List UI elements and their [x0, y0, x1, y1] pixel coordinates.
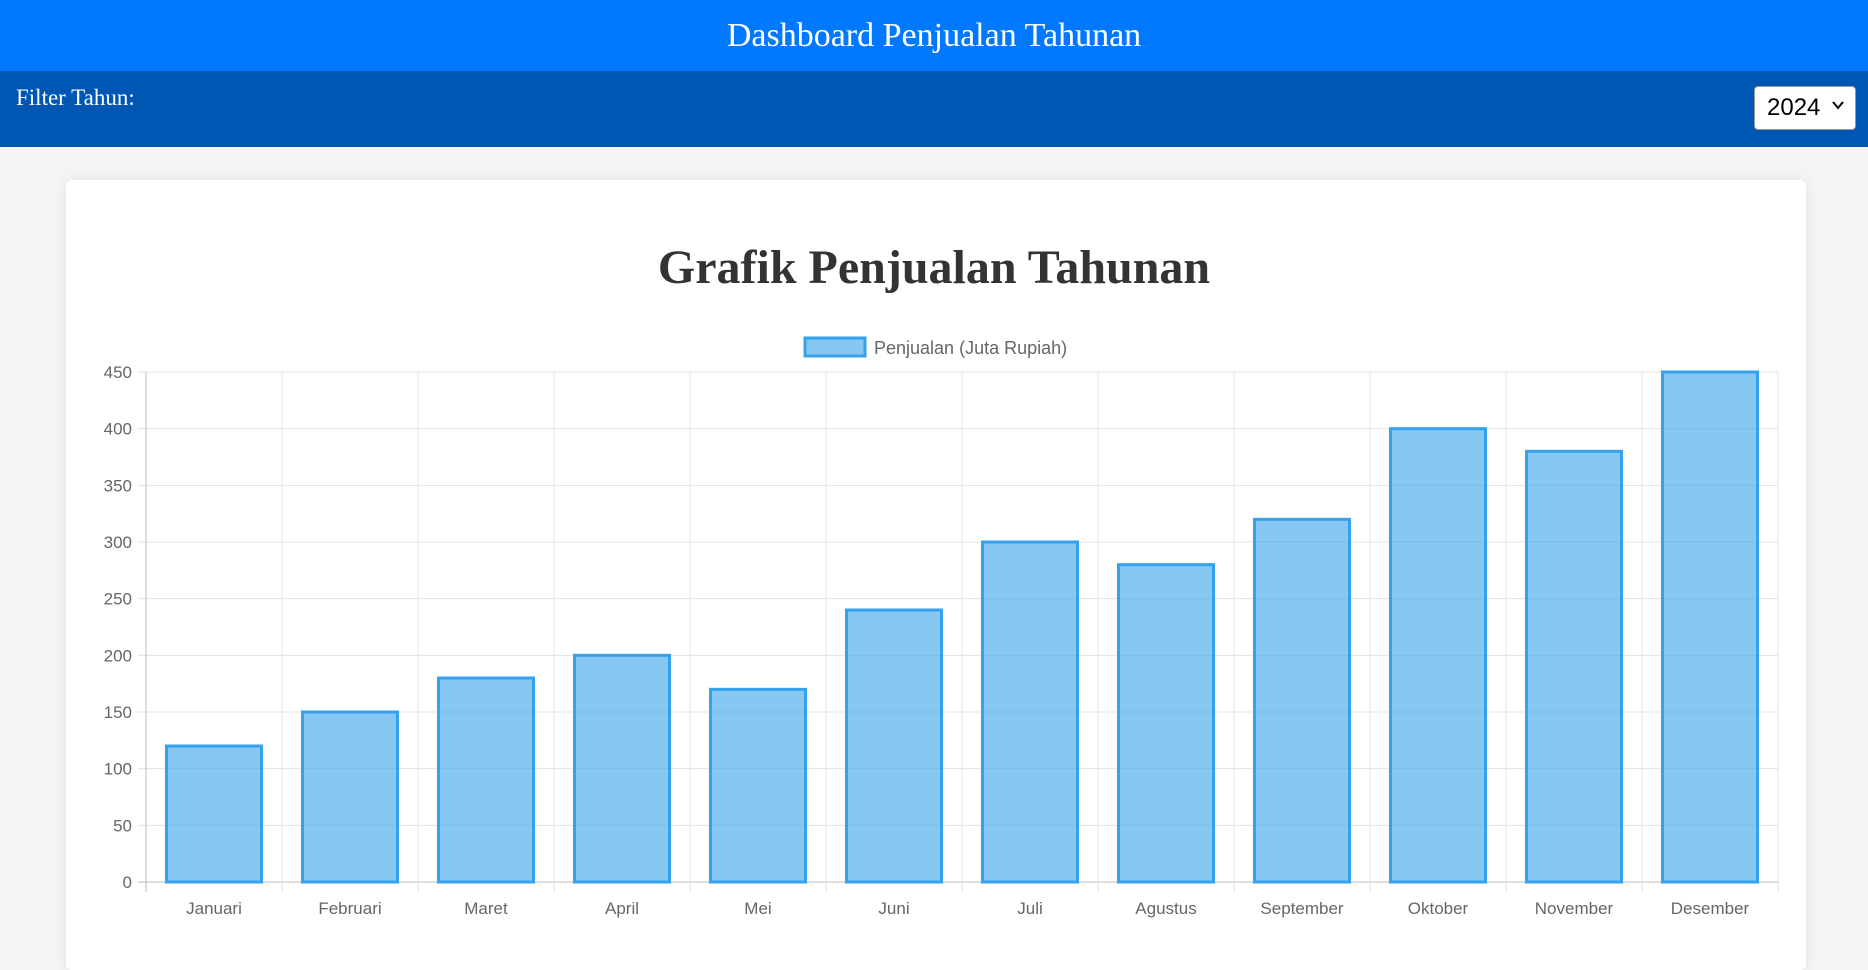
x-tick-label: Agustus	[1135, 899, 1196, 918]
chevron-down-icon	[1832, 101, 1844, 110]
x-tick-label: Maret	[464, 899, 508, 918]
x-tick-label: Oktober	[1408, 899, 1469, 918]
y-tick-label: 250	[104, 590, 132, 609]
x-tick-label: Juni	[878, 899, 909, 918]
bar	[1389, 427, 1487, 884]
x-tick-label: April	[605, 899, 639, 918]
page-title: Dashboard Penjualan Tahunan	[726, 16, 1142, 54]
y-tick-label: 200	[104, 646, 132, 665]
y-tick-label: 350	[104, 476, 132, 495]
filter-label: Filter Tahun:	[16, 85, 135, 110]
y-tick-label: 150	[104, 703, 132, 722]
bar	[981, 540, 1079, 884]
bar	[709, 687, 807, 884]
chart-title: Grafik Penjualan Tahunan	[657, 241, 1211, 294]
bar	[1661, 370, 1759, 884]
y-tick-label: 100	[104, 760, 132, 779]
x-tick-label: Juli	[1017, 899, 1043, 918]
x-tick-label: September	[1260, 899, 1343, 918]
y-tick-label: 300	[104, 533, 132, 552]
y-tick-label: 400	[104, 420, 132, 439]
bar	[437, 676, 535, 884]
y-tick-label: 50	[113, 816, 132, 835]
legend-swatch	[803, 336, 867, 358]
bar	[1525, 449, 1623, 884]
bar	[301, 710, 399, 884]
x-tick-label: Mei	[744, 899, 771, 918]
legend-label: Penjualan (Juta Rupiah)	[874, 338, 1067, 358]
bar	[845, 608, 943, 884]
x-tick-label: November	[1535, 899, 1614, 918]
year-select[interactable]: 2024	[1754, 86, 1856, 130]
x-tick-label: Desember	[1671, 899, 1750, 918]
filter-bar: Filter Tahun: 2024	[0, 71, 1868, 147]
header-bar: Dashboard Penjualan Tahunan	[0, 0, 1868, 71]
bar-chart: 0 50 100 150 200 250 300 350 400 450 Januari Februa…	[104, 336, 1779, 918]
year-select-value: 2024	[1767, 94, 1821, 121]
bar	[165, 744, 263, 884]
y-tick-label: 450	[104, 363, 132, 382]
y-tick-label: 0	[123, 873, 132, 892]
bar	[573, 653, 671, 884]
x-tick-label: Januari	[186, 899, 242, 918]
bar	[1117, 563, 1215, 884]
x-tick-label: Februari	[318, 899, 381, 918]
bar	[1253, 517, 1351, 884]
